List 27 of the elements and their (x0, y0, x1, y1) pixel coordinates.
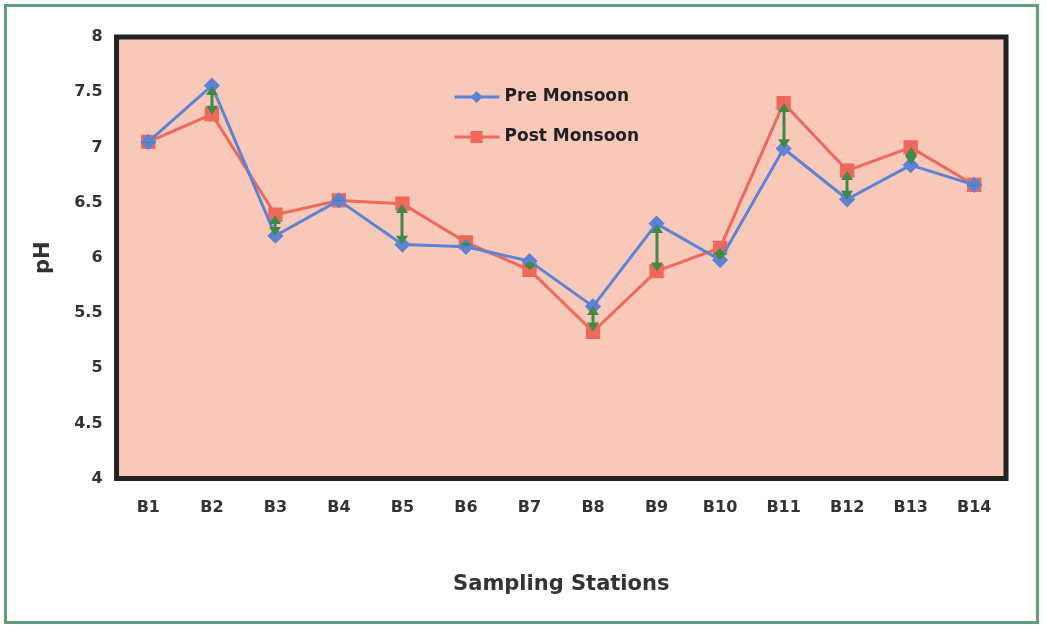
y-tick-label: 4 (91, 467, 103, 487)
x-tick-label: B5 (390, 497, 415, 517)
y-tick-label: 6.5 (74, 191, 103, 211)
x-axis-title: Sampling Stations (453, 570, 670, 595)
x-tick-label: B14 (957, 497, 992, 517)
x-tick-label: B8 (581, 497, 605, 517)
y-tick-label: 7 (91, 136, 103, 156)
x-tick-label: B1 (136, 497, 160, 517)
x-tick-label: B10 (702, 497, 738, 517)
x-tick-label: B6 (454, 497, 478, 517)
legend-label: Post Monsoon (504, 125, 640, 146)
y-tick-label: 5 (91, 357, 103, 377)
y-tick-label: 4.5 (74, 412, 103, 432)
x-tick-label: B3 (263, 497, 288, 517)
y-axis-title: pH (30, 241, 55, 275)
x-tick-label: B9 (644, 497, 669, 517)
x-tick-label: B2 (200, 497, 224, 517)
x-tick-label: B11 (766, 497, 801, 517)
y-tick-label: 6 (91, 246, 103, 266)
x-tick-label: B13 (893, 497, 928, 517)
y-tick-label: 8 (91, 26, 103, 46)
y-tick-label: 7.5 (74, 81, 103, 101)
x-tick-label: B7 (517, 497, 542, 517)
legend-label: Pre Monsoon (504, 85, 630, 106)
x-tick-label: B4 (327, 497, 351, 517)
x-tick-label: B12 (829, 497, 865, 517)
y-tick-label: 5.5 (74, 302, 103, 322)
